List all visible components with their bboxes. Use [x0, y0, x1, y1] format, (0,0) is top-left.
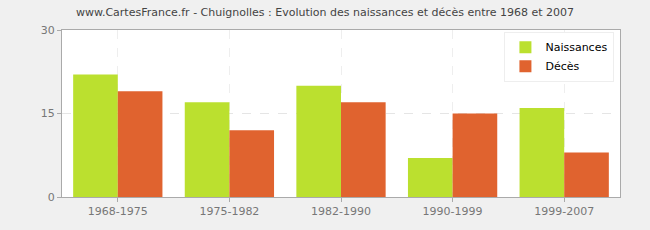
svg-text:30: 30 — [41, 24, 55, 37]
svg-text:Naissances: Naissances — [545, 41, 607, 54]
svg-text:1975-1982: 1975-1982 — [199, 205, 259, 218]
svg-text:1999-2007: 1999-2007 — [534, 205, 594, 218]
svg-text:Décès: Décès — [545, 60, 579, 73]
svg-text:1968-1975: 1968-1975 — [88, 205, 148, 218]
svg-text:1990-1999: 1990-1999 — [423, 205, 483, 218]
svg-text:0: 0 — [48, 191, 55, 204]
svg-text:www.CartesFrance.fr - Chuignol: www.CartesFrance.fr - Chuignolles : Evol… — [76, 6, 574, 19]
svg-text:1982-1990: 1982-1990 — [311, 205, 371, 218]
svg-text:15: 15 — [41, 107, 55, 120]
